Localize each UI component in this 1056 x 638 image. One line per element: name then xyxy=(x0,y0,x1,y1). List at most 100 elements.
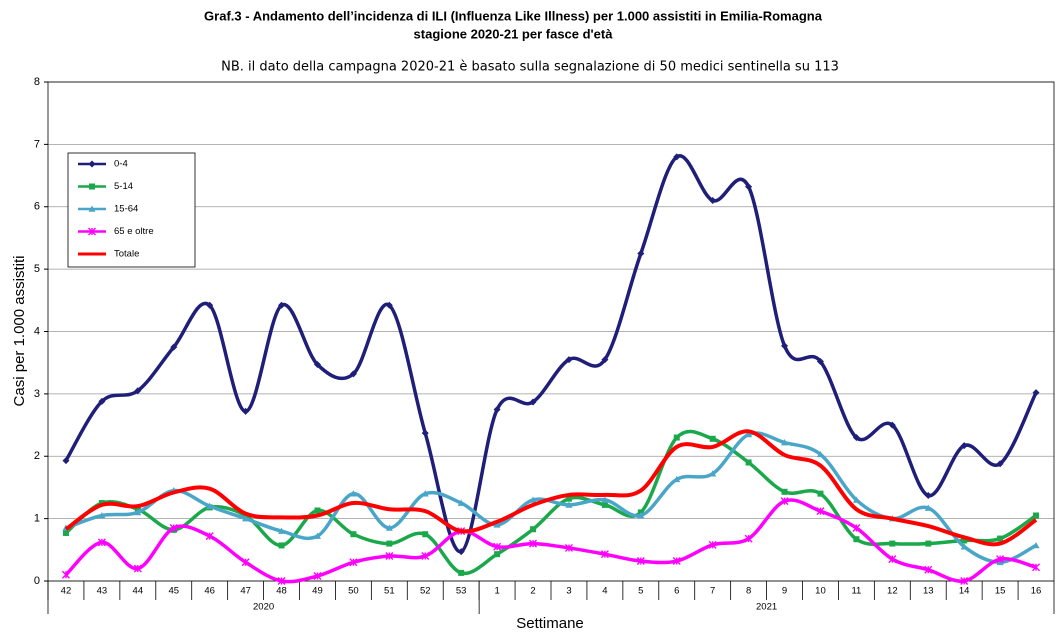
point xyxy=(745,183,753,191)
legend-label: 15-64 xyxy=(114,204,138,215)
point xyxy=(313,572,322,581)
legend-marker xyxy=(88,205,96,212)
point xyxy=(134,508,142,516)
x-tick-label: 43 xyxy=(97,586,108,597)
point xyxy=(781,439,789,446)
x-group-label: 2021 xyxy=(756,602,777,613)
point xyxy=(673,434,680,441)
point xyxy=(278,301,286,309)
x-tick-label: 7 xyxy=(710,586,715,597)
point xyxy=(816,450,824,458)
point xyxy=(422,531,429,538)
point xyxy=(997,535,1004,542)
point xyxy=(925,540,932,547)
series-line xyxy=(65,431,1037,565)
point xyxy=(277,577,286,585)
legend-marker xyxy=(88,160,96,168)
point xyxy=(960,442,968,450)
point xyxy=(169,523,178,532)
legend-label: Totale xyxy=(114,249,139,260)
x-tick-label: 4 xyxy=(602,586,607,597)
point xyxy=(888,421,896,429)
point xyxy=(421,429,429,437)
point xyxy=(133,564,142,573)
y-axis-label: Casi per 1.000 assistiti xyxy=(11,256,28,407)
point xyxy=(960,577,969,585)
point xyxy=(98,512,106,519)
x-tick-label: 50 xyxy=(348,586,359,597)
y-tick-label: 0 xyxy=(34,575,40,587)
x-tick-label: 12 xyxy=(887,586,898,597)
point xyxy=(385,301,393,309)
point xyxy=(242,515,250,522)
point xyxy=(62,457,70,465)
point xyxy=(421,552,430,561)
legend-label: 65 e oltre xyxy=(114,226,154,237)
series-line xyxy=(64,154,1038,554)
y-tick-label: 1 xyxy=(34,513,40,525)
point xyxy=(816,357,824,365)
point xyxy=(781,488,788,495)
point xyxy=(385,524,393,531)
point xyxy=(278,527,286,534)
point xyxy=(493,521,501,528)
point xyxy=(852,496,860,503)
point xyxy=(493,542,502,551)
x-axis-label: Settimane xyxy=(516,615,584,632)
x-tick-label: 10 xyxy=(815,586,826,597)
point xyxy=(530,526,537,533)
chart-subtitle: stagione 2020-21 per fasce d'età xyxy=(414,26,614,41)
point xyxy=(313,361,321,369)
point xyxy=(781,342,789,350)
x-tick-label: 49 xyxy=(312,586,323,597)
point xyxy=(241,558,250,567)
legend-label: 0-4 xyxy=(114,159,128,170)
point xyxy=(494,551,501,558)
point xyxy=(637,250,645,258)
x-tick-label: 3 xyxy=(566,586,571,597)
point xyxy=(709,197,717,205)
point xyxy=(421,490,429,497)
x-tick-label: 46 xyxy=(204,586,215,597)
point xyxy=(350,531,357,538)
point xyxy=(62,529,69,536)
point xyxy=(636,557,645,566)
x-tick-label: 42 xyxy=(61,586,72,597)
point xyxy=(458,569,465,576)
x-tick-label: 52 xyxy=(420,586,431,597)
x-tick-label: 48 xyxy=(276,586,287,597)
x-tick-label: 11 xyxy=(851,586,861,597)
point xyxy=(673,475,681,483)
point xyxy=(673,153,681,161)
x-tick-label: 15 xyxy=(995,586,1006,597)
x-tick-label: 44 xyxy=(133,586,144,597)
point xyxy=(134,387,142,395)
point xyxy=(205,532,214,541)
point xyxy=(1032,389,1040,397)
point xyxy=(817,490,824,497)
point xyxy=(852,434,860,442)
point xyxy=(349,558,358,567)
point xyxy=(889,540,896,547)
point xyxy=(709,470,717,477)
point xyxy=(709,435,716,442)
x-tick-label: 45 xyxy=(168,586,179,597)
point xyxy=(313,532,321,539)
point xyxy=(745,459,752,466)
x-tick-label: 1 xyxy=(494,586,499,597)
point xyxy=(637,512,645,519)
y-tick-label: 4 xyxy=(34,325,40,337)
point xyxy=(601,356,609,364)
y-tick-label: 7 xyxy=(34,138,40,150)
point xyxy=(1032,563,1041,572)
point xyxy=(960,543,968,550)
y-tick-label: 6 xyxy=(34,201,40,213)
point xyxy=(852,523,861,532)
point xyxy=(565,501,573,508)
y-tick-label: 3 xyxy=(34,388,40,400)
point xyxy=(206,502,214,509)
x-tick-label: 47 xyxy=(240,586,251,597)
point xyxy=(816,507,825,516)
point xyxy=(385,552,394,561)
